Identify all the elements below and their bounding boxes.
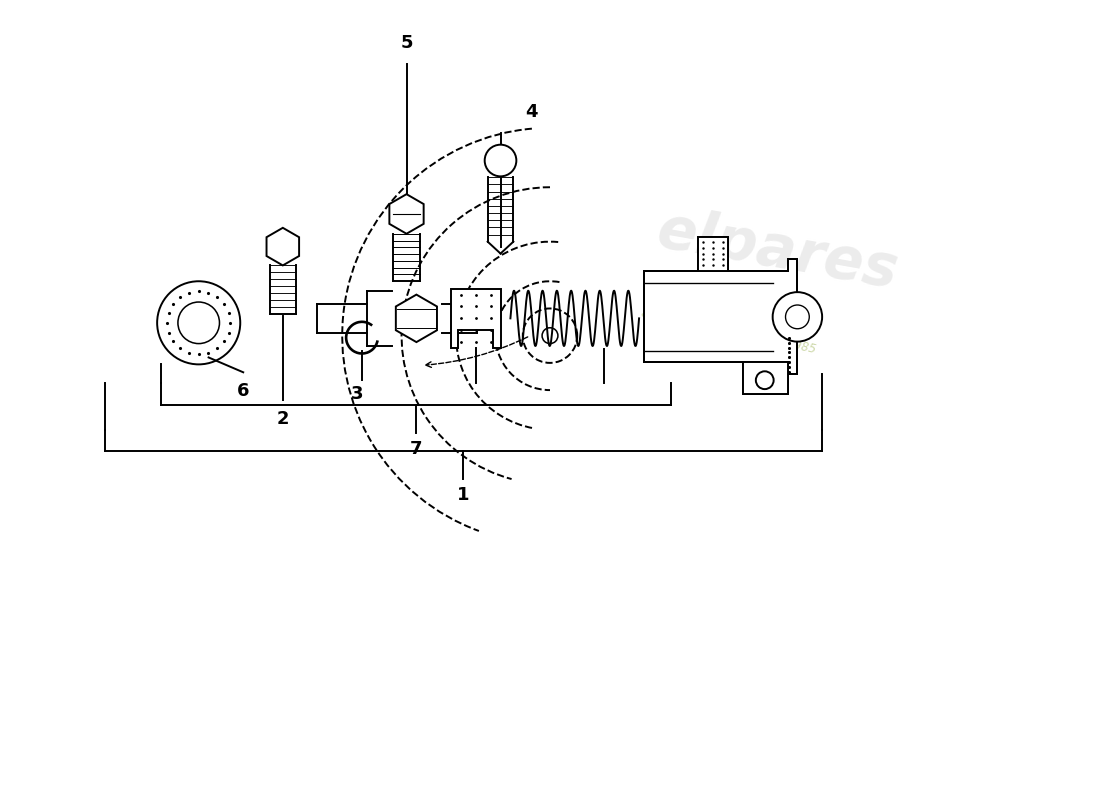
- Polygon shape: [451, 289, 501, 348]
- Text: 6: 6: [236, 382, 250, 400]
- Circle shape: [772, 292, 822, 342]
- Polygon shape: [389, 194, 424, 234]
- Polygon shape: [698, 237, 728, 271]
- Text: 2: 2: [276, 410, 289, 428]
- Polygon shape: [644, 259, 798, 374]
- Text: 5: 5: [400, 34, 412, 52]
- Text: 7: 7: [409, 439, 422, 458]
- Circle shape: [157, 282, 240, 364]
- Text: elpares: elpares: [652, 202, 903, 301]
- Text: 3: 3: [351, 385, 363, 403]
- Text: 4: 4: [526, 103, 538, 121]
- Polygon shape: [396, 294, 437, 342]
- Polygon shape: [266, 228, 299, 266]
- Text: 1: 1: [458, 486, 470, 504]
- Circle shape: [485, 145, 516, 176]
- Polygon shape: [742, 362, 788, 394]
- Text: a passion for parts since 1985: a passion for parts since 1985: [639, 306, 816, 356]
